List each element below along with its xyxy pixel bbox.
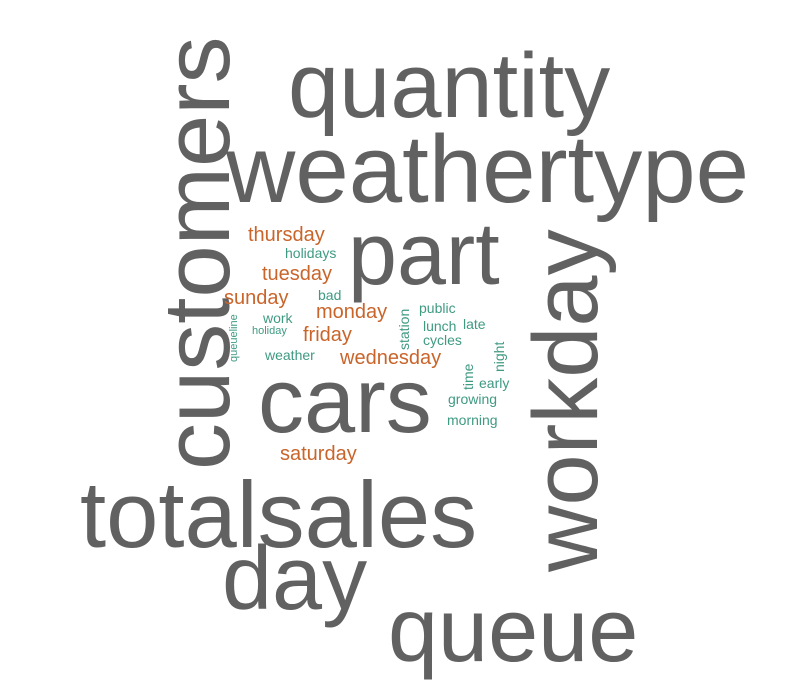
word-weather: weather	[265, 347, 315, 363]
word-friday: friday	[303, 324, 352, 346]
word-holidays: holidays	[285, 245, 337, 261]
word-workday: workday	[515, 229, 617, 572]
word-tuesday: tuesday	[262, 263, 333, 285]
word-cars: cars	[258, 350, 432, 452]
word-sunday: sunday	[224, 287, 289, 309]
word-night: night	[491, 341, 507, 372]
word-wednesday: wednesday	[340, 347, 442, 369]
word-growing: growing	[448, 391, 498, 407]
word-public: public	[419, 300, 456, 316]
word-thursday: thursday	[248, 224, 325, 246]
word-lunch: lunch	[423, 318, 457, 334]
word-part: part	[348, 204, 500, 303]
word-holiday: holiday	[252, 325, 287, 337]
word-day: day	[222, 529, 368, 629]
word-queueline: queueline	[228, 314, 240, 362]
word-queue: queue	[388, 581, 639, 681]
word-quantity: quantity	[288, 35, 611, 137]
word-late: late	[463, 316, 486, 332]
word-morning: morning	[447, 412, 498, 428]
word-work: work	[263, 310, 293, 326]
word-customers: customers	[144, 36, 249, 470]
word-early: early	[479, 375, 510, 391]
word-cycles: cycles	[423, 332, 462, 348]
word-time: time	[460, 363, 476, 390]
word-monday: monday	[316, 301, 388, 323]
word-station: station	[396, 308, 412, 350]
word-saturday: saturday	[280, 443, 357, 465]
word-totalsales: totalsales	[80, 462, 478, 567]
word-weathertype: weathertype	[226, 116, 749, 223]
word-bad: bad	[318, 287, 342, 303]
